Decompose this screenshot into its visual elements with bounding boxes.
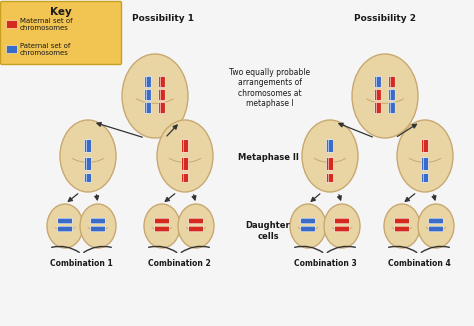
FancyBboxPatch shape: [428, 226, 443, 232]
FancyBboxPatch shape: [161, 77, 165, 88]
FancyBboxPatch shape: [391, 102, 395, 113]
Text: Daughter
cells: Daughter cells: [246, 221, 291, 241]
Text: Combination 4: Combination 4: [388, 259, 450, 268]
FancyBboxPatch shape: [327, 158, 331, 170]
FancyBboxPatch shape: [182, 174, 186, 182]
FancyBboxPatch shape: [145, 102, 149, 113]
Text: Combination 2: Combination 2: [147, 259, 210, 268]
Text: Possibility 1: Possibility 1: [132, 14, 194, 23]
FancyBboxPatch shape: [189, 226, 203, 232]
FancyBboxPatch shape: [375, 89, 379, 100]
Text: Metaphase II: Metaphase II: [237, 154, 299, 162]
Text: Two equally probable
arrangements of
chromosomes at
metaphase I: Two equally probable arrangements of chr…: [229, 68, 310, 108]
FancyBboxPatch shape: [389, 77, 393, 88]
FancyBboxPatch shape: [87, 158, 91, 170]
FancyBboxPatch shape: [189, 218, 203, 224]
FancyBboxPatch shape: [375, 102, 379, 113]
FancyBboxPatch shape: [301, 218, 315, 224]
FancyBboxPatch shape: [327, 174, 331, 182]
FancyBboxPatch shape: [395, 226, 410, 232]
Ellipse shape: [122, 54, 188, 138]
FancyBboxPatch shape: [146, 102, 151, 113]
Ellipse shape: [47, 204, 83, 248]
FancyBboxPatch shape: [87, 140, 91, 152]
FancyBboxPatch shape: [389, 102, 393, 113]
FancyBboxPatch shape: [58, 218, 73, 224]
Ellipse shape: [157, 120, 213, 192]
Ellipse shape: [178, 204, 214, 248]
FancyBboxPatch shape: [91, 218, 105, 224]
FancyBboxPatch shape: [145, 77, 149, 88]
FancyBboxPatch shape: [424, 158, 428, 170]
FancyBboxPatch shape: [161, 102, 165, 113]
FancyBboxPatch shape: [424, 174, 428, 182]
Text: Combination 1: Combination 1: [50, 259, 113, 268]
FancyBboxPatch shape: [335, 218, 349, 224]
Ellipse shape: [418, 204, 454, 248]
FancyBboxPatch shape: [421, 158, 427, 170]
FancyBboxPatch shape: [395, 218, 410, 224]
FancyBboxPatch shape: [159, 102, 164, 113]
FancyBboxPatch shape: [159, 77, 164, 88]
FancyBboxPatch shape: [159, 89, 164, 100]
Ellipse shape: [397, 120, 453, 192]
FancyBboxPatch shape: [58, 226, 73, 232]
FancyBboxPatch shape: [87, 174, 91, 182]
FancyBboxPatch shape: [375, 77, 379, 88]
FancyBboxPatch shape: [389, 89, 393, 100]
FancyBboxPatch shape: [421, 140, 427, 152]
FancyBboxPatch shape: [84, 140, 90, 152]
Ellipse shape: [60, 120, 116, 192]
FancyBboxPatch shape: [424, 140, 428, 152]
FancyBboxPatch shape: [183, 140, 188, 152]
FancyBboxPatch shape: [91, 226, 105, 232]
Ellipse shape: [80, 204, 116, 248]
Text: Maternal set of
chromosomes: Maternal set of chromosomes: [20, 18, 73, 31]
Ellipse shape: [302, 120, 358, 192]
FancyBboxPatch shape: [391, 77, 395, 88]
FancyBboxPatch shape: [84, 174, 90, 182]
Text: Possibility 2: Possibility 2: [354, 14, 416, 23]
FancyBboxPatch shape: [328, 140, 333, 152]
FancyBboxPatch shape: [146, 77, 151, 88]
FancyBboxPatch shape: [377, 77, 381, 88]
Ellipse shape: [384, 204, 420, 248]
FancyBboxPatch shape: [301, 226, 315, 232]
FancyBboxPatch shape: [377, 102, 381, 113]
Ellipse shape: [324, 204, 360, 248]
FancyBboxPatch shape: [328, 174, 333, 182]
FancyBboxPatch shape: [327, 140, 331, 152]
FancyBboxPatch shape: [182, 140, 186, 152]
Text: Combination 3: Combination 3: [293, 259, 356, 268]
FancyBboxPatch shape: [391, 89, 395, 100]
FancyBboxPatch shape: [377, 89, 381, 100]
FancyBboxPatch shape: [335, 226, 349, 232]
FancyBboxPatch shape: [183, 158, 188, 170]
Ellipse shape: [144, 204, 180, 248]
Text: Key: Key: [50, 7, 72, 17]
FancyBboxPatch shape: [146, 89, 151, 100]
FancyBboxPatch shape: [182, 158, 186, 170]
FancyBboxPatch shape: [7, 46, 17, 53]
FancyBboxPatch shape: [145, 89, 149, 100]
FancyBboxPatch shape: [84, 158, 90, 170]
Text: Paternal set of
chromosomes: Paternal set of chromosomes: [20, 43, 70, 56]
FancyBboxPatch shape: [155, 218, 169, 224]
Ellipse shape: [352, 54, 418, 138]
FancyBboxPatch shape: [183, 174, 188, 182]
Ellipse shape: [290, 204, 326, 248]
FancyBboxPatch shape: [428, 218, 443, 224]
FancyBboxPatch shape: [0, 2, 121, 65]
FancyBboxPatch shape: [7, 21, 17, 28]
FancyBboxPatch shape: [328, 158, 333, 170]
FancyBboxPatch shape: [161, 89, 165, 100]
FancyBboxPatch shape: [155, 226, 169, 232]
FancyBboxPatch shape: [421, 174, 427, 182]
